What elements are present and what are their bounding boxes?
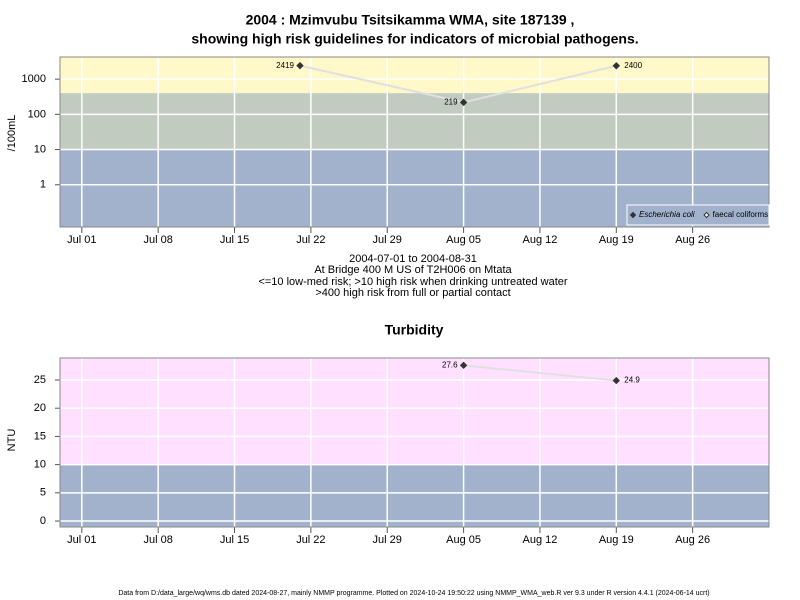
x-tick-label: Jul 15 — [220, 534, 249, 546]
x-tick-label: Jul 29 — [373, 534, 402, 546]
y-tick-label: 10 — [34, 143, 46, 155]
y-tick-label: 100 — [28, 108, 46, 120]
y-axis-label: /100mL — [6, 115, 18, 152]
x-tick-label: Aug 19 — [599, 534, 634, 546]
legend-label: Escherichia coli — [639, 210, 695, 219]
data-label: 24.9 — [624, 376, 640, 385]
risk-band — [60, 358, 769, 465]
y-tick-label: 5 — [40, 487, 46, 499]
chart-subtitle: showing high risk guidelines for indicat… — [191, 31, 638, 47]
note: 2004-07-01 to 2004-08-31 — [349, 253, 477, 265]
y-tick-label: 1000 — [22, 73, 46, 85]
x-tick-label: Jul 08 — [143, 234, 172, 246]
note: <=10 low-med risk; >10 high risk when dr… — [258, 276, 567, 288]
risk-band — [60, 57, 769, 94]
footer: Data from D:/data_large/wq/wms.db dated … — [118, 590, 709, 597]
x-tick-label: Jul 15 — [220, 234, 249, 246]
y-tick-label: 0 — [40, 515, 46, 527]
legend-box — [626, 204, 770, 226]
risk-band — [60, 93, 769, 150]
data-point — [612, 376, 620, 385]
x-tick-label: Aug 19 — [599, 234, 634, 246]
plot-frame — [59, 357, 770, 528]
data-point — [459, 361, 468, 370]
risk-band — [60, 464, 769, 527]
legend-marker — [629, 211, 637, 219]
data-point — [612, 62, 620, 70]
chart-title: Turbidity — [385, 322, 444, 338]
x-tick-label: Aug 26 — [675, 234, 710, 246]
data-point — [459, 98, 468, 107]
y-tick-label: 1 — [40, 179, 46, 191]
y-tick-label: 20 — [34, 402, 46, 414]
chart-title: 2004 : Mzimvubu Tsitsikamma WMA, site 18… — [246, 12, 575, 28]
x-tick-label: Jul 29 — [373, 234, 402, 246]
data-label: 2419 — [276, 61, 294, 70]
x-tick-label: Aug 05 — [446, 234, 481, 246]
x-tick-label: Aug 26 — [675, 534, 710, 546]
x-tick-label: Jul 08 — [143, 534, 172, 546]
x-tick-label: Jul 01 — [67, 234, 96, 246]
legend-label: faecal coliforms — [713, 210, 769, 219]
x-tick-label: Aug 05 — [446, 534, 481, 546]
y-tick-label: 10 — [34, 459, 46, 471]
x-tick-label: Jul 22 — [296, 234, 325, 246]
x-tick-label: Jul 22 — [296, 534, 325, 546]
x-tick-label: Aug 12 — [523, 234, 558, 246]
data-label: 219 — [444, 97, 458, 106]
x-tick-label: Aug 12 — [523, 534, 558, 546]
legend-marker — [703, 211, 710, 219]
x-tick-label: Jul 01 — [67, 534, 96, 546]
y-tick-label: 25 — [34, 374, 46, 386]
note: >400 high risk from full or partial cont… — [315, 287, 510, 299]
series-line — [463, 364, 617, 382]
data-point — [296, 61, 304, 70]
plot-frame — [59, 56, 770, 228]
y-axis-label: NTU — [6, 429, 18, 452]
y-tick-label: 15 — [34, 430, 46, 442]
data-label: 2400 — [624, 61, 642, 70]
note: At Bridge 400 M US of T2H006 on Mtata — [314, 264, 512, 276]
data-label: 27.6 — [442, 360, 458, 369]
